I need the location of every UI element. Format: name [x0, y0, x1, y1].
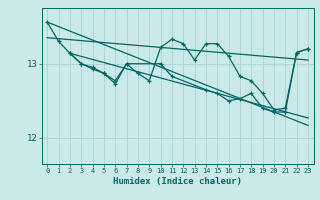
X-axis label: Humidex (Indice chaleur): Humidex (Indice chaleur)	[113, 177, 242, 186]
